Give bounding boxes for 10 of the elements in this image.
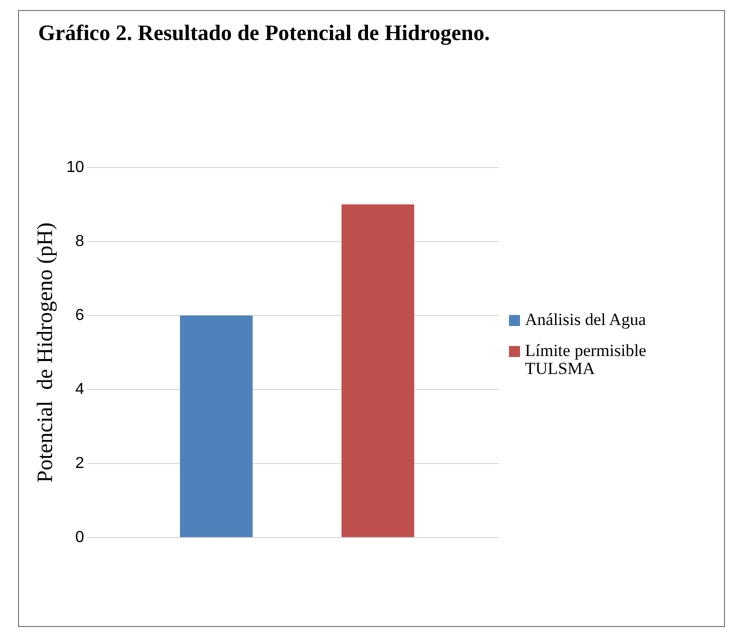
y-tick-label: 6 xyxy=(75,306,84,324)
legend-label: Análisis del Agua xyxy=(525,310,646,329)
y-tick-label: 10 xyxy=(66,158,84,176)
chart-title: Gráfico 2. Resultado de Potencial de Hidrogeno. xyxy=(38,20,490,45)
y-tick-label: 8 xyxy=(75,232,84,250)
y-tick-label: 4 xyxy=(75,380,84,398)
legend-label: Límite permisible TULSMA xyxy=(525,340,646,378)
y-axis-title: Potencial de Hidrogeno (pH) xyxy=(32,222,57,483)
y-tick-label: 2 xyxy=(75,454,84,472)
y-tick-label: 0 xyxy=(75,529,84,546)
